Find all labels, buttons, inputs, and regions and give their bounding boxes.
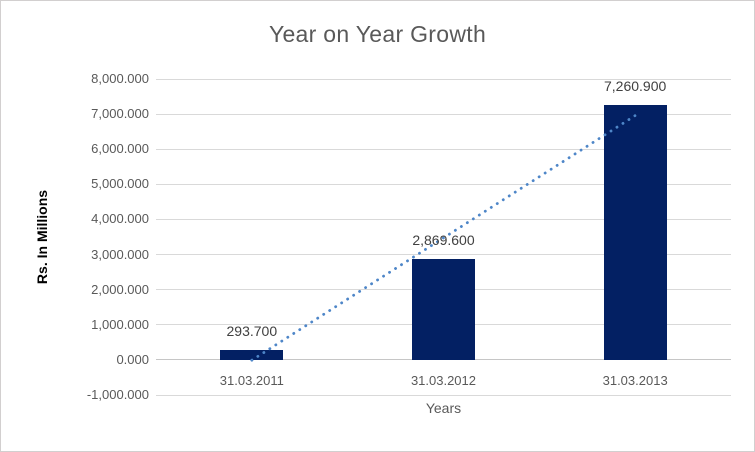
chart-title: Year on Year Growth [268, 21, 487, 47]
gridline [156, 113, 731, 115]
x-tick-label: 31.03.2011 [219, 372, 284, 388]
y-axis-title: Rs. In Millions [34, 189, 50, 285]
x-tick-label: 31.03.2013 [602, 372, 668, 388]
y-tick-label: 4,000.000 [91, 211, 149, 227]
y-tick-label: 0.000 [116, 351, 149, 367]
bar-31.03.2011[interactable] [220, 349, 284, 360]
y-tick-label: 3,000.000 [91, 246, 149, 262]
bar-31.03.2012[interactable] [412, 259, 475, 360]
data-label-31.03.2013: 7,260.900 [604, 77, 667, 94]
gridline [156, 78, 731, 80]
data-label-31.03.2011: 293.700 [226, 322, 278, 339]
bar-31.03.2013[interactable] [603, 104, 667, 360]
data-label-31.03.2012: 2,869.600 [412, 232, 475, 249]
y-tick-label: 7,000.000 [91, 106, 149, 122]
y-tick-label: 6,000.000 [91, 141, 149, 157]
gridline [156, 394, 731, 396]
x-tick-label: 31.03.2012 [410, 372, 477, 388]
y-tick-label: 2,000.000 [91, 281, 149, 297]
y-tick-label: 5,000.000 [91, 176, 149, 192]
y-tick-label: 1,000.000 [91, 316, 149, 332]
y-tick-label: -1,000.000 [86, 387, 149, 402]
y-tick-label: 8,000.000 [91, 71, 149, 86]
x-axis-title: Years [425, 400, 462, 416]
